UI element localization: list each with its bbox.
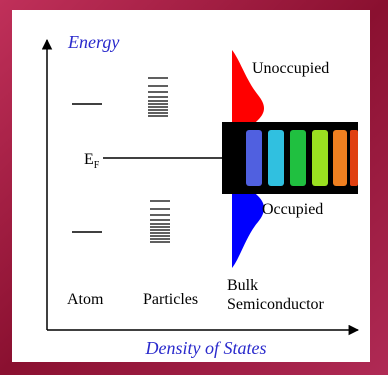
fermi-symbol: E [84,151,94,168]
y-axis-title: Energy [67,32,119,52]
x-axis-title: Density of States [145,338,267,358]
bulk-label: Bulk [227,277,258,294]
diagram: Energy Density of States EF Unoccupied O… [0,0,388,375]
bulk-label: Semiconductor [227,296,325,313]
occupied-label: Occupied [262,201,323,218]
fermi-subscript: F [94,160,100,171]
unoccupied-label: Unoccupied [252,60,329,77]
atom-label: Atom [67,291,104,308]
quantum-dot-vials [222,122,358,194]
particles-label: Particles [143,291,198,308]
